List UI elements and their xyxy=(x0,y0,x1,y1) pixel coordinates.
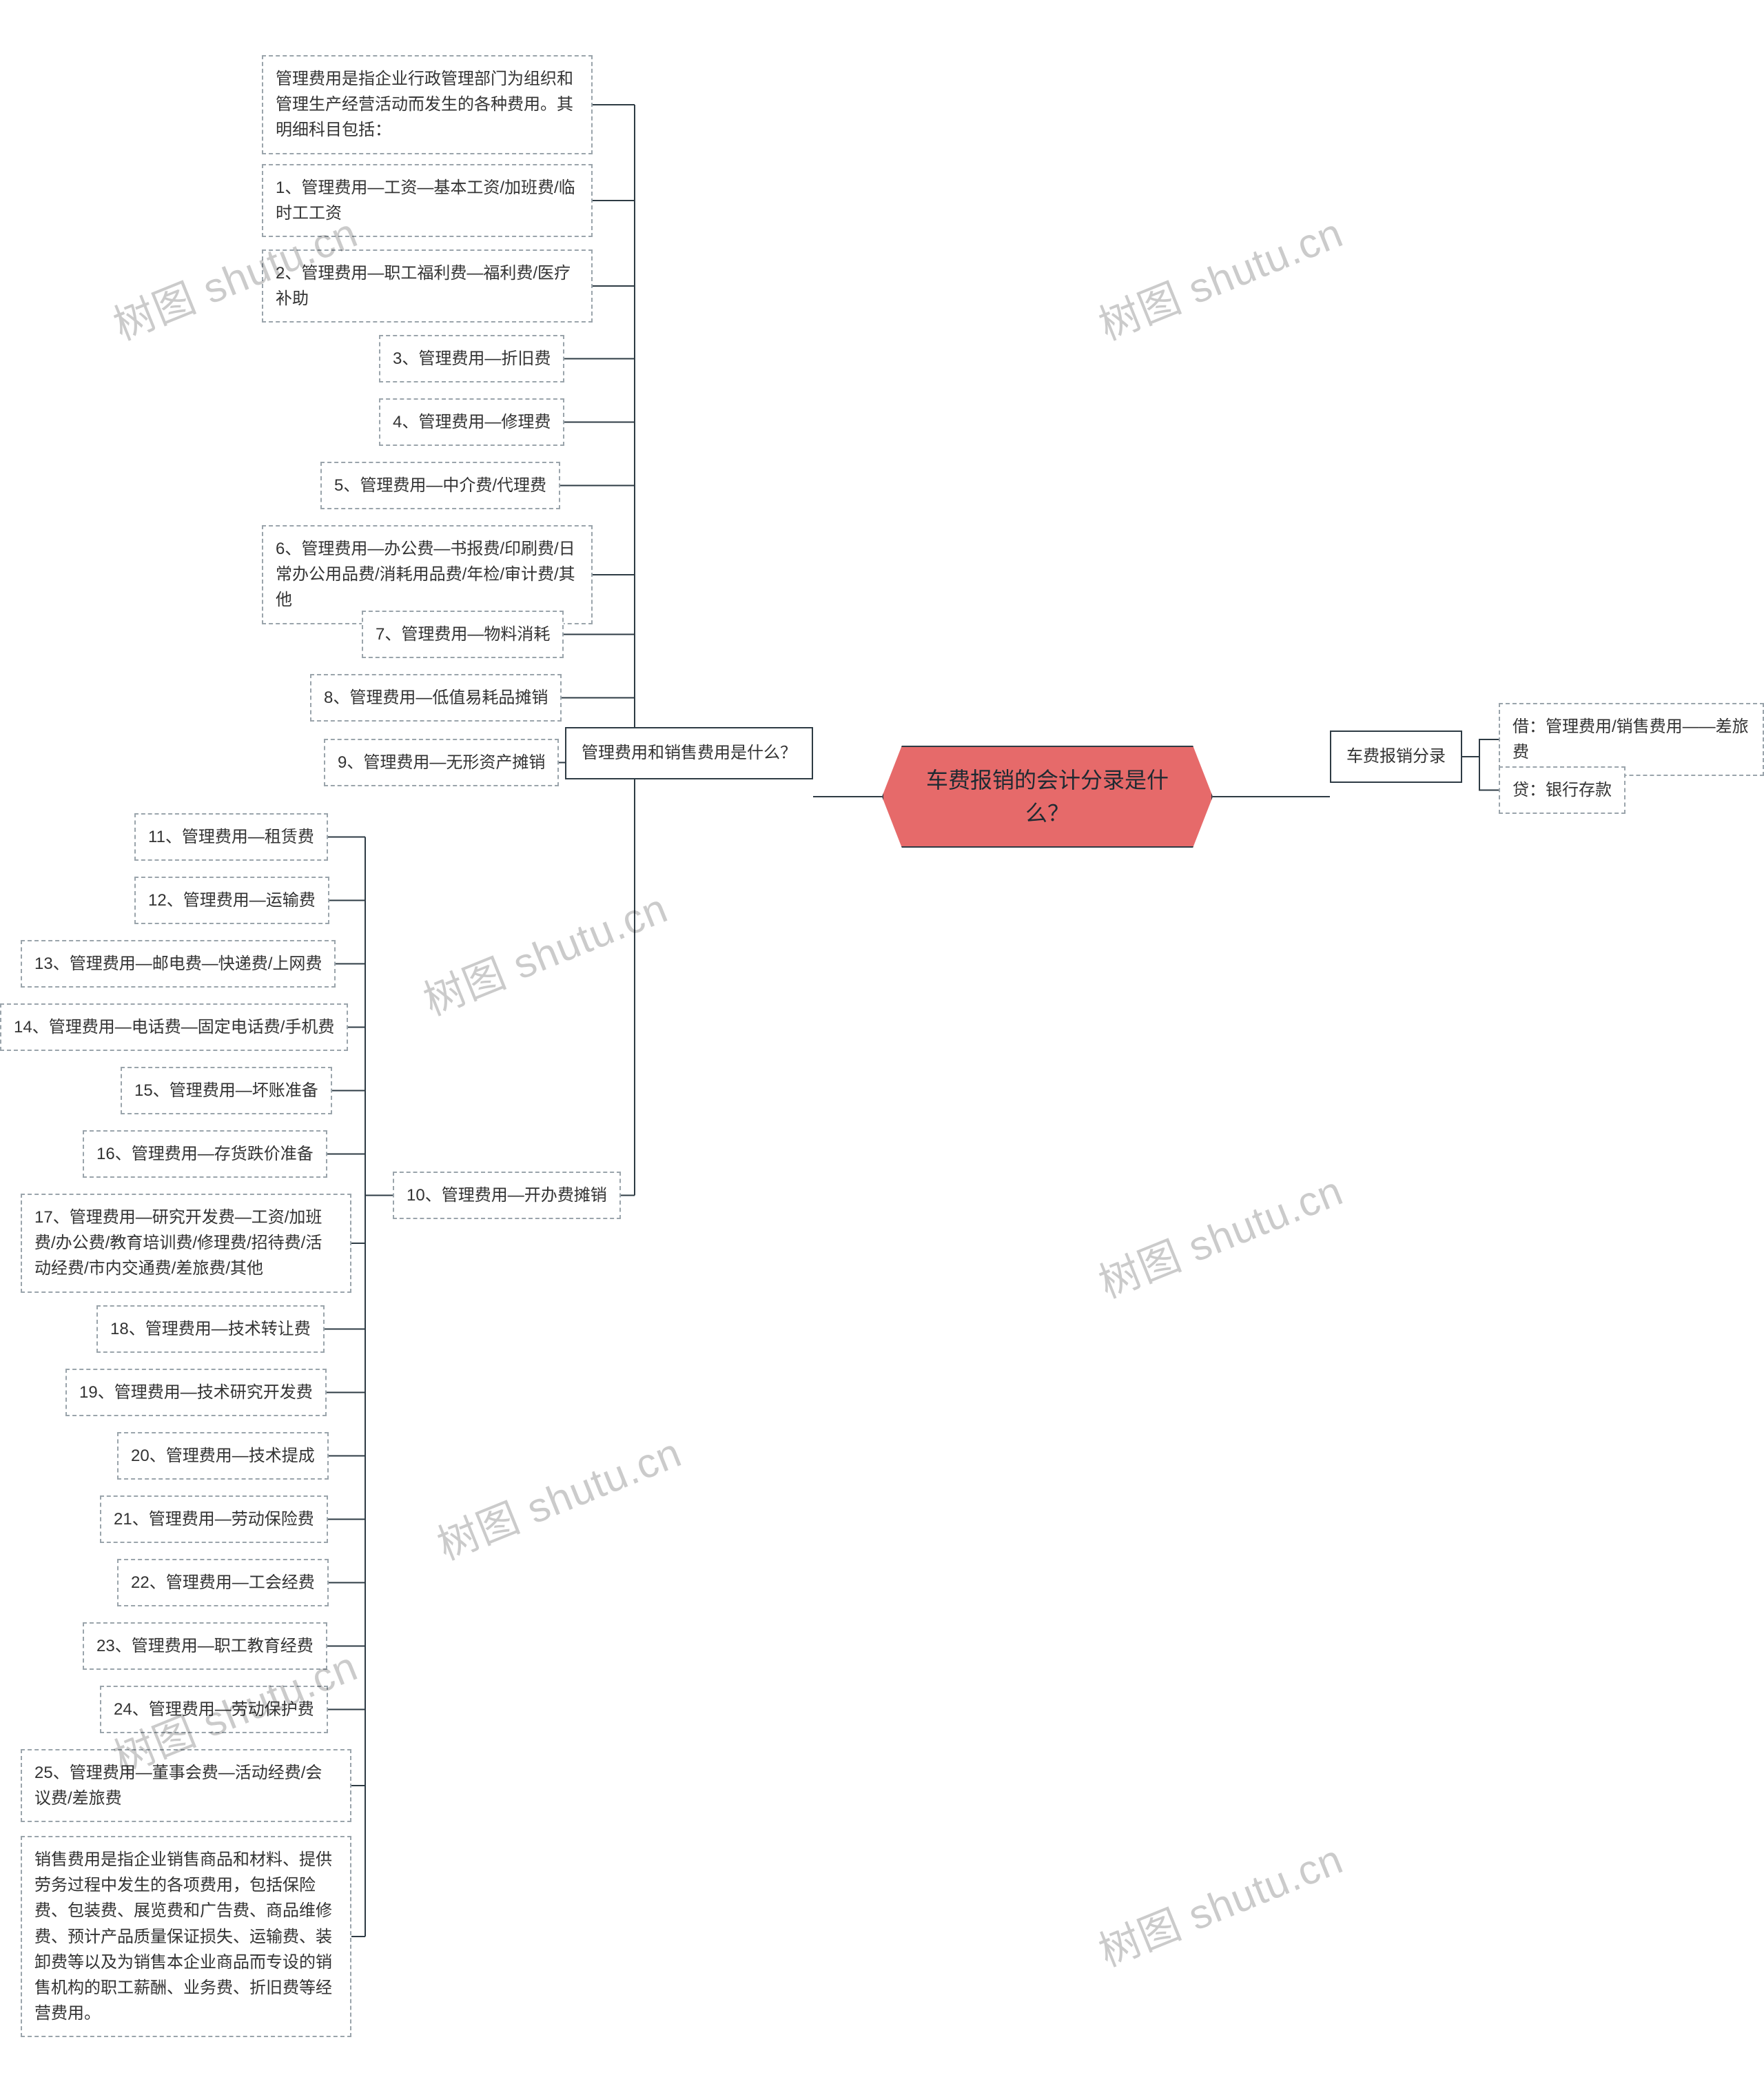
left-leaf-6: 6、管理费用—办公费—书报费/印刷费/日常办公用品费/消耗用品费/年检/审计费/… xyxy=(262,525,593,624)
ten-child-4: 15、管理费用—坏账准备 xyxy=(121,1067,332,1114)
right-sub-label: 车费报销分录 xyxy=(1346,747,1446,766)
right-sub-node: 车费报销分录 xyxy=(1330,731,1462,783)
ten-child-2: 13、管理费用—邮电费—快递费/上网费 xyxy=(21,940,336,988)
ten-child-3: 14、管理费用—电话费—固定电话费/手机费 xyxy=(0,1003,348,1051)
left-leaf-ten: 10、管理费用—开办费摊销 xyxy=(393,1172,621,1219)
right-leaf-1: 贷：银行存款 xyxy=(1499,766,1625,814)
ten-child-0: 11、管理费用—租赁费 xyxy=(134,813,328,861)
center-label-2: 么？ xyxy=(1025,801,1069,826)
left-leaf-8: 8、管理费用—低值易耗品摊销 xyxy=(310,674,562,722)
ten-child-7: 18、管理费用—技术转让费 xyxy=(96,1305,325,1353)
left-leaf-7: 7、管理费用—物料消耗 xyxy=(362,611,564,658)
left-sub-node: 管理费用和销售费用是什么？ xyxy=(565,727,813,779)
left-leaf-4: 4、管理费用—修理费 xyxy=(379,398,564,446)
watermark-5: 树图 shutu.cn xyxy=(1089,1826,1351,1979)
ten-child-9: 20、管理费用—技术提成 xyxy=(117,1432,329,1480)
ten-child-10: 21、管理费用—劳动保险费 xyxy=(100,1495,328,1543)
watermark-3: 树图 shutu.cn xyxy=(1089,1158,1351,1310)
ten-child-1: 12、管理费用—运输费 xyxy=(134,877,329,924)
watermark-1: 树图 shutu.cn xyxy=(1089,200,1351,352)
ten-child-8: 19、管理费用—技术研究开发费 xyxy=(65,1369,327,1416)
right-leaf-0: 借：管理费用/销售费用——差旅费 xyxy=(1499,703,1764,776)
watermark-6: 树图 shutu.cn xyxy=(427,1420,689,1572)
center-node: 车费报销的会计分录是什 么？ xyxy=(882,746,1213,848)
left-leaf-5: 5、管理费用—中介费/代理费 xyxy=(320,462,560,509)
diagram-canvas: 车费报销的会计分录是什 么？ 管理费用和销售费用是什么？ 车费报销分录 管理费用… xyxy=(0,0,1764,2084)
ten-child-6: 17、管理费用—研究开发费—工资/加班费/办公费/教育培训费/修理费/招待费/活… xyxy=(21,1194,351,1293)
left-sub-label: 管理费用和销售费用是什么？ xyxy=(582,744,797,762)
watermark-2: 树图 shutu.cn xyxy=(413,875,675,1028)
left-leaf-9: 9、管理费用—无形资产摊销 xyxy=(324,739,559,786)
ten-child-15: 销售费用是指企业销售商品和材料、提供劳务过程中发生的各项费用，包括保险费、包装费… xyxy=(21,1836,351,2037)
ten-child-5: 16、管理费用—存货跌价准备 xyxy=(83,1130,327,1178)
ten-child-11: 22、管理费用—工会经费 xyxy=(117,1559,329,1606)
center-label-1: 车费报销的会计分录是什 xyxy=(926,768,1169,793)
left-leaf-3: 3、管理费用—折旧费 xyxy=(379,335,564,382)
left-leaf-0: 管理费用是指企业行政管理部门为组织和管理生产经营活动而发生的各种费用。其明细科目… xyxy=(262,55,593,154)
